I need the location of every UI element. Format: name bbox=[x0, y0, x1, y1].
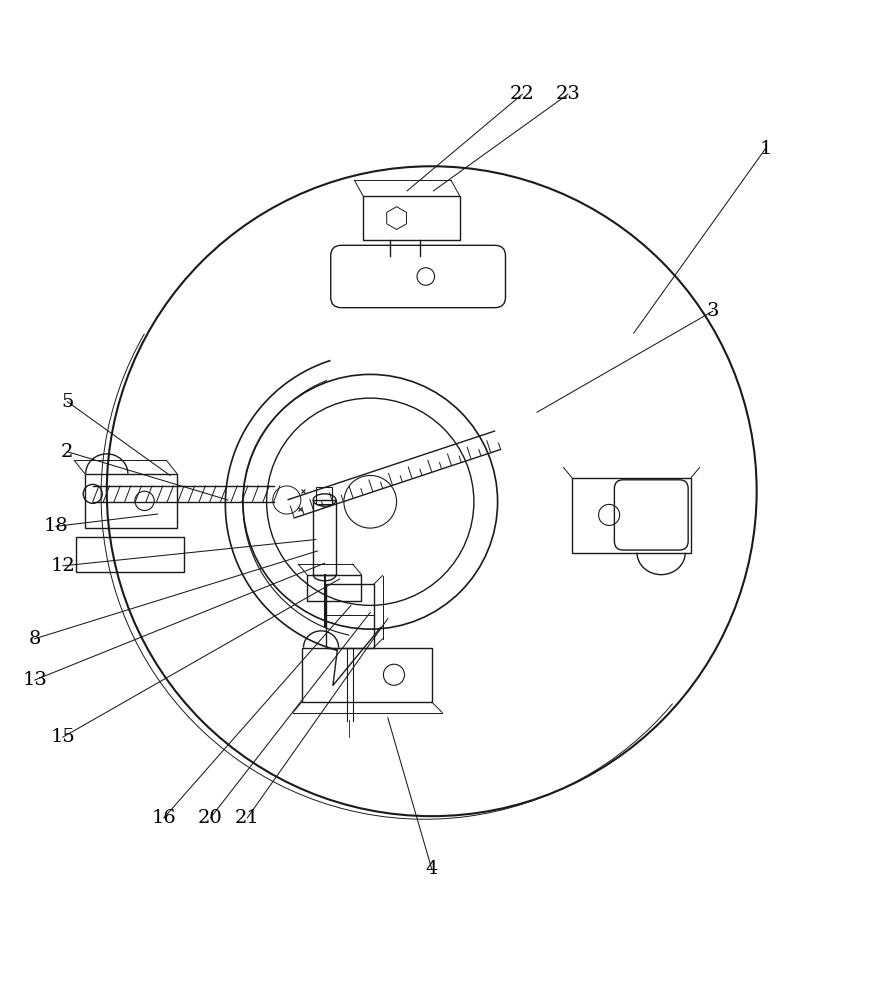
Text: 20: 20 bbox=[198, 809, 223, 827]
Text: 8: 8 bbox=[28, 630, 41, 648]
Text: 12: 12 bbox=[50, 557, 75, 575]
Text: 16: 16 bbox=[152, 809, 176, 827]
Text: 2: 2 bbox=[61, 443, 73, 461]
Text: 23: 23 bbox=[555, 85, 581, 103]
Text: 18: 18 bbox=[43, 517, 68, 535]
Text: 4: 4 bbox=[426, 860, 438, 878]
Text: 1: 1 bbox=[759, 140, 772, 158]
Text: 21: 21 bbox=[235, 809, 260, 827]
Text: 15: 15 bbox=[50, 728, 75, 746]
Text: 3: 3 bbox=[707, 302, 719, 320]
Text: 13: 13 bbox=[22, 671, 48, 689]
Text: 22: 22 bbox=[510, 85, 535, 103]
Text: 5: 5 bbox=[61, 393, 73, 411]
